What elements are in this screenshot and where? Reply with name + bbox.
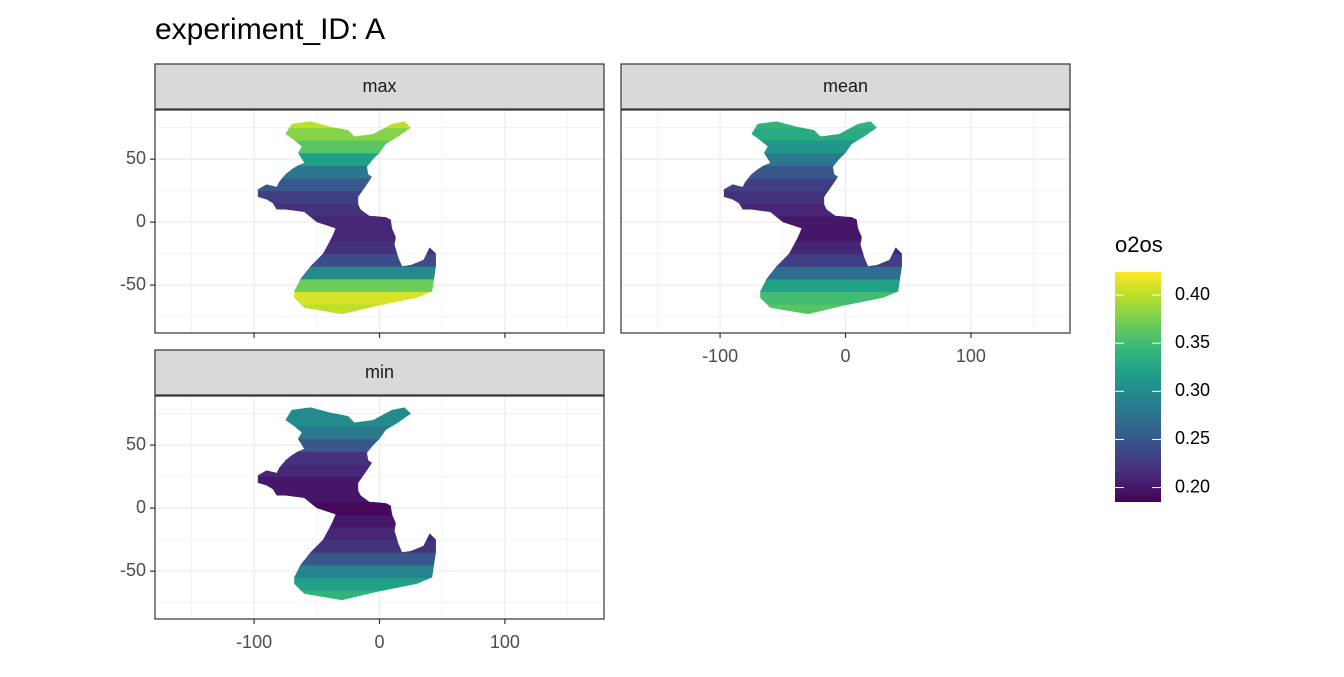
raster-band <box>257 165 436 179</box>
raster-band <box>723 228 902 242</box>
x-tick-label: 100 <box>956 346 986 366</box>
strip <box>154 349 605 396</box>
x-tick-label: 100 <box>490 632 520 652</box>
raster-band <box>723 178 902 192</box>
raster-band <box>257 304 436 315</box>
y-tick-label: -50 <box>120 560 146 580</box>
raster-band <box>257 552 436 566</box>
raster <box>723 121 902 315</box>
x-tick-label: -100 <box>236 632 272 652</box>
y-tick-label: 50 <box>126 148 146 168</box>
raster-band <box>257 476 436 490</box>
raster-band <box>723 121 902 129</box>
raster-band <box>257 413 436 427</box>
raster-band <box>257 291 436 305</box>
raster-band <box>257 407 436 415</box>
y-tick-label: 0 <box>136 497 146 517</box>
raster-band <box>257 178 436 192</box>
raster-band <box>723 278 902 292</box>
colorbar-label: 0.30 <box>1175 380 1210 400</box>
raster-band <box>257 241 436 255</box>
colorbar-label: 0.40 <box>1175 284 1210 304</box>
raster-band <box>723 165 902 179</box>
raster-band <box>257 266 436 280</box>
raster-band <box>257 451 436 465</box>
raster-band <box>257 203 436 217</box>
raster-band <box>257 127 436 141</box>
x-tick-label: -100 <box>702 346 738 366</box>
raster-band <box>257 564 436 578</box>
y-tick-label: -50 <box>120 274 146 294</box>
raster-band <box>723 304 902 315</box>
raster-band <box>257 464 436 478</box>
raster-band <box>723 291 902 305</box>
raster-band <box>257 577 436 591</box>
raster-band <box>257 489 436 503</box>
x-tick-label: 0 <box>840 346 850 366</box>
raster-band <box>257 527 436 541</box>
raster-band <box>723 127 902 141</box>
raster-band <box>257 140 436 154</box>
strip <box>620 63 1071 110</box>
raster-band <box>723 190 902 204</box>
raster-band <box>723 203 902 217</box>
raster-band <box>723 241 902 255</box>
raster-band <box>723 266 902 280</box>
raster-band <box>257 121 436 129</box>
raster <box>257 121 436 315</box>
strip-label: min <box>365 362 394 382</box>
strip <box>154 63 605 110</box>
raster-band <box>257 278 436 292</box>
colorbar <box>1115 272 1161 502</box>
strip-label: max <box>362 76 396 96</box>
raster-band <box>257 539 436 553</box>
strip-label: mean <box>823 76 868 96</box>
raster <box>257 407 436 601</box>
raster-band <box>257 228 436 242</box>
raster-band <box>257 590 436 601</box>
legend-title: o2os <box>1115 232 1163 257</box>
colorbar-label: 0.25 <box>1175 428 1210 448</box>
raster-band <box>257 253 436 267</box>
colorbar-label: 0.20 <box>1175 476 1210 496</box>
y-tick-label: 0 <box>136 211 146 231</box>
raster-band <box>723 140 902 154</box>
raster-band <box>257 190 436 204</box>
raster-band <box>257 426 436 440</box>
y-tick-label: 50 <box>126 434 146 454</box>
chart-title: experiment_ID: A <box>155 13 385 46</box>
colorbar-label: 0.35 <box>1175 332 1210 352</box>
raster-band <box>723 253 902 267</box>
x-tick-label: 0 <box>374 632 384 652</box>
raster-band <box>257 514 436 528</box>
